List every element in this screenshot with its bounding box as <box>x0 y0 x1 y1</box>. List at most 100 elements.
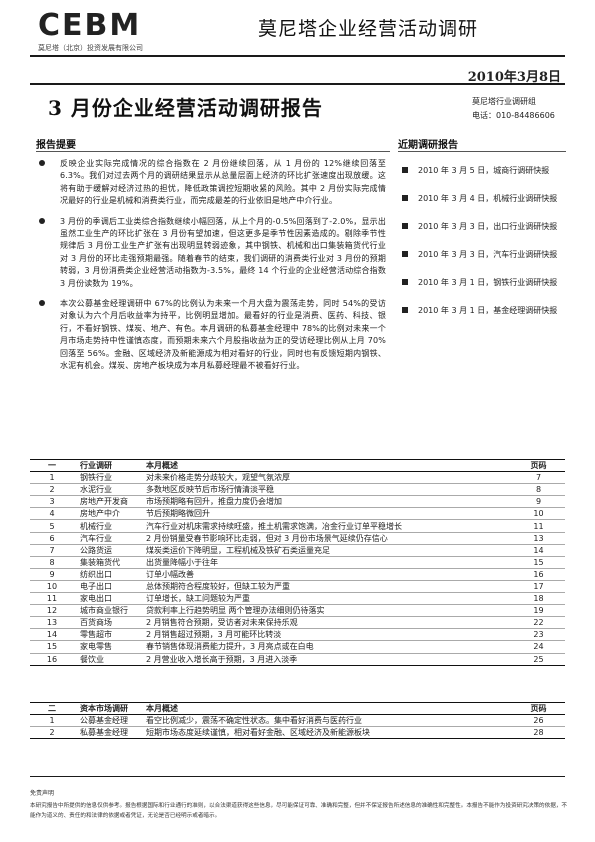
disclaimer-text: 本研究报告中所提供的信息仅供参考。报告根据国际和行业通行的准则，以合法渠道获得这… <box>30 803 568 819</box>
row-summary: 春节销售体现消费能力提升，3 月亮点或在白电 <box>142 640 512 654</box>
row-industry: 集装箱货代 <box>74 556 142 569</box>
bullet-dot <box>39 217 45 224</box>
recent-reports-section: 近期调研报告 2010 年 3 月 5 日，城商行调研快报 2010 年 3 月… <box>398 136 566 332</box>
row-page: 7 <box>512 471 565 485</box>
row-page: 9 <box>512 495 565 509</box>
recent-report-item[interactable]: 2010 年 3 月 1 日，钢铁行业调研快报 <box>398 276 566 289</box>
recent-report-item[interactable]: 2010 年 3 月 3 日，出口行业调研快报 <box>398 220 566 233</box>
row-index: 14 <box>30 628 74 642</box>
summary-bullet: 反映企业实际完成情况的综合指数在 2 月份继续回落，从 1 月份的 12%继续回… <box>30 158 390 208</box>
recent-report-item[interactable]: 2010 年 3 月 3 日，汽车行业调研快报 <box>398 248 566 261</box>
summary-bullet: 本次公募基金经理调研中 67%的比例认为未来一个月大盘为震荡走势，同时 54%的… <box>30 298 390 372</box>
recent-heading: 近期调研报告 <box>398 140 458 151</box>
row-industry: 百货商场 <box>74 616 142 630</box>
report-title: 3 月份企业经营活动调研报告 <box>48 96 323 120</box>
row-summary: 贷款利率上行趋势明显 两个管理办法细则仍待落实 <box>142 604 512 618</box>
header-index: 二 <box>30 701 74 716</box>
date-rule <box>30 83 565 85</box>
table-row: 2 水泥行业 多数地区反映节后市场行情清淡平稳 8 <box>30 483 565 497</box>
row-index: 3 <box>30 495 74 509</box>
table-row: 15 家电零售 春节销售体现消费能力提升，3 月亮点或在白电 24 <box>30 640 565 654</box>
table-row: 6 汽车行业 2 月份销量受春节影响环比走弱，但对 3 月份市场景气延续仍存信心 13 <box>30 532 565 545</box>
row-summary: 2 月销售符合预期，受访者对未来保持乐观 <box>142 616 512 630</box>
row-industry: 私募基金经理 <box>74 726 142 740</box>
row-industry: 房地产中介 <box>74 507 142 521</box>
table-row: 4 房地产中介 节后预期略微回升 10 <box>30 507 565 521</box>
footer-rule <box>30 776 565 777</box>
row-industry: 公募基金经理 <box>74 714 142 728</box>
row-industry: 餐饮业 <box>74 653 142 666</box>
row-index: 4 <box>30 507 74 521</box>
row-summary: 2 月营业收入增长高于预期，3 月进入淡季 <box>142 653 512 666</box>
recent-report-item[interactable]: 2010 年 3 月 5 日，城商行调研快报 <box>398 164 566 177</box>
row-summary: 短期市场态度延续谨慎，相对看好金融、区域经济及新能源板块 <box>142 726 512 740</box>
row-page: 17 <box>512 580 565 594</box>
row-page: 13 <box>512 532 565 545</box>
summary-bullets: 反映企业实际完成情况的综合指数在 2 月份继续回落，从 1 月份的 12%继续回… <box>30 158 390 373</box>
row-page: 19 <box>512 604 565 618</box>
bullet-dot <box>39 300 45 307</box>
table-row: 2 私募基金经理 短期市场态度延续谨慎，相对看好金融、区域经济及新能源板块 28 <box>30 726 565 740</box>
row-summary: 煤炭类运价下降明显，工程机械及铁矿石类运量充足 <box>142 544 512 557</box>
row-index: 12 <box>30 604 74 618</box>
summary-section: 报告提要 反映企业实际完成情况的综合指数在 2 月份继续回落，从 1 月份的 1… <box>30 136 390 381</box>
recent-report-text: 2010 年 3 月 3 日，汽车行业调研快报 <box>418 250 558 259</box>
recent-report-item[interactable]: 2010 年 3 月 4 日，机械行业调研快报 <box>398 192 566 205</box>
row-page: 8 <box>512 483 565 497</box>
square-bullet-icon <box>402 195 408 201</box>
row-index: 6 <box>30 532 74 545</box>
org-phone: 电话：010-84486606 <box>472 111 555 120</box>
row-summary: 总体预期符合程度较好，但缺工较为严重 <box>142 580 512 594</box>
company-name: 莫尼塔（北京）投资发展有限公司 <box>38 44 143 52</box>
row-industry: 机械行业 <box>74 519 142 533</box>
header-industry: 行业调研 <box>74 458 142 473</box>
summary-divider <box>36 151 390 152</box>
recent-list: 2010 年 3 月 5 日，城商行调研快报 2010 年 3 月 4 日，机械… <box>398 164 566 317</box>
square-bullet-icon <box>402 223 408 229</box>
row-index: 11 <box>30 592 74 606</box>
row-index: 13 <box>30 616 74 630</box>
table-row: 3 房地产开发商 市场预期略有回升，推盘力度仍会增加 9 <box>30 495 565 509</box>
row-industry: 家电出口 <box>74 592 142 606</box>
recent-report-text: 2010 年 3 月 1 日，基金经理调研快报 <box>418 306 558 315</box>
table-row: 1 公募基金经理 看空比例减少，震荡不确定性状态。集中看好消费与医药行业 26 <box>30 714 565 728</box>
row-index: 1 <box>30 714 74 728</box>
row-summary: 2 月份销量受春节影响环比走弱，但对 3 月份市场景气延续仍存信心 <box>142 532 512 545</box>
row-page: 10 <box>512 507 565 521</box>
square-bullet-icon <box>402 307 408 313</box>
header-page: 页码 <box>512 701 565 716</box>
capital-market-table: 二 资本市场调研 本月概述 页码 1 公募基金经理 看空比例减少，震荡不确定性状态。… <box>30 701 565 740</box>
table-row: 8 集装箱货代 出货量降幅小于往年 15 <box>30 556 565 569</box>
bullet-text: 3 月份的季调后工业类综合指数继续小幅回落，从上个月的-0.5%回落到了-2.0… <box>60 216 386 288</box>
logo-mark: CEBM <box>38 8 142 43</box>
row-index: 2 <box>30 726 74 740</box>
row-summary: 订单小幅改善 <box>142 568 512 581</box>
summary-bullet: 3 月份的季调后工业类综合指数继续小幅回落，从上个月的-0.5%回落到了-2.0… <box>30 216 390 290</box>
bullet-text: 反映企业实际完成情况的综合指数在 2 月份继续回落，从 1 月份的 12%继续回… <box>60 159 386 206</box>
row-index: 8 <box>30 556 74 569</box>
recent-report-text: 2010 年 3 月 5 日，城商行调研快报 <box>418 166 550 175</box>
table-row: 13 百货商场 2 月销售符合预期，受访者对未来保持乐观 22 <box>30 616 565 630</box>
row-summary: 节后预期略微回升 <box>142 507 512 521</box>
disclaimer-title: 免责声明 <box>30 790 55 797</box>
row-page: 16 <box>512 568 565 581</box>
recent-report-item[interactable]: 2010 年 3 月 1 日，基金经理调研快报 <box>398 304 566 317</box>
org-name: 莫尼塔行业调研组 <box>472 97 536 106</box>
table-header-row: 二 资本市场调研 本月概述 页码 <box>30 701 565 716</box>
row-industry: 家电零售 <box>74 640 142 654</box>
row-page: 22 <box>512 616 565 630</box>
row-summary: 市场预期略有回升，推盘力度仍会增加 <box>142 495 512 509</box>
recent-divider <box>398 151 566 152</box>
row-index: 9 <box>30 568 74 581</box>
row-summary: 2 月销售超过预期，3 月可能环比转淡 <box>142 628 512 642</box>
square-bullet-icon <box>402 167 408 173</box>
row-page: 26 <box>512 714 565 728</box>
row-page: 18 <box>512 592 565 606</box>
table-row: 10 电子出口 总体预期符合程度较好，但缺工较为严重 17 <box>30 580 565 594</box>
row-page: 23 <box>512 628 565 642</box>
row-industry: 房地产开发商 <box>74 495 142 509</box>
row-summary: 看空比例减少，震荡不确定性状态。集中看好消费与医药行业 <box>142 714 512 728</box>
row-page: 25 <box>512 653 565 666</box>
summary-heading: 报告提要 <box>36 140 76 151</box>
row-index: 2 <box>30 483 74 497</box>
